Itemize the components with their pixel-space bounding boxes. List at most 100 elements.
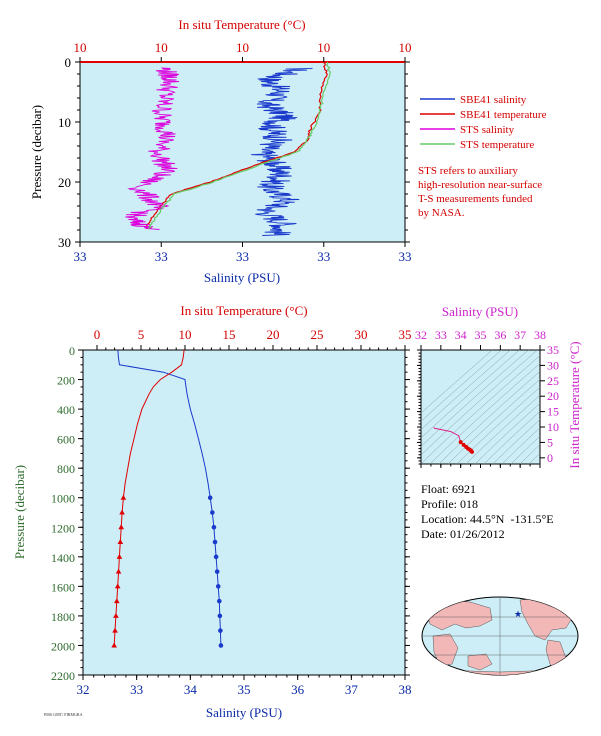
ts-point — [469, 449, 474, 454]
ts-xtick-label: 35 — [475, 328, 487, 342]
top-note: STS refers to auxiliary high-resolution n… — [418, 165, 542, 219]
top-xtick-bottom-label: 33 — [155, 249, 168, 264]
ts-xtick-label: 38 — [534, 328, 546, 342]
date-label: Date: — [421, 527, 447, 541]
ts-contour — [421, 350, 520, 439]
date-row: Date: 01/26/2012 — [421, 527, 554, 542]
ts-xtick-label: 36 — [494, 328, 506, 342]
ts-contour — [501, 427, 540, 464]
temperature-point — [114, 598, 120, 604]
salinity-point — [212, 539, 218, 545]
bottom-ytick-label: 1800 — [51, 610, 75, 624]
bottom-ytick-label: 400 — [57, 403, 75, 417]
float-value: 6921 — [452, 482, 477, 496]
ts-contour — [465, 394, 540, 464]
bottom-ytick-label: 2200 — [51, 669, 75, 683]
ts-ytick-label: 15 — [547, 405, 559, 419]
ts-ytick-label: 5 — [547, 435, 553, 449]
ts-xlabel: Salinity (PSU) — [442, 304, 518, 319]
ts-xtick-label: 32 — [415, 328, 427, 342]
ts-density-contours — [421, 350, 540, 464]
temperature-point — [117, 539, 124, 545]
ts-contour — [438, 370, 540, 464]
location-label: Location: — [421, 512, 467, 526]
ts-xtick-label: 33 — [435, 328, 447, 342]
bottom-xtick-bottom-label: 34 — [184, 682, 198, 697]
temperature-point — [119, 509, 125, 515]
ts-contour — [421, 350, 529, 447]
top-ytick-label: 10 — [58, 115, 71, 130]
bottom-ytick-label: 200 — [57, 374, 75, 388]
note-line: STS refers to auxiliary — [418, 165, 518, 177]
top-series-2 — [145, 61, 328, 229]
ts-contour — [429, 363, 540, 464]
ts-contour — [421, 350, 502, 422]
salinity-point — [213, 554, 219, 560]
top-ylabel: Pressure (decibar) — [29, 105, 44, 199]
top-xtick-top-label: 10 — [399, 40, 412, 55]
location-value: 44.5°N -131.5°E — [469, 512, 554, 526]
bottom-ytick-label: 0 — [69, 344, 75, 358]
temperature-point — [111, 642, 117, 648]
float-label: Float: — [421, 482, 450, 496]
legend-label: STS temperature — [460, 139, 534, 151]
top-series-1 — [251, 67, 313, 236]
bottom-ytick-label: 1400 — [51, 551, 75, 565]
bottom-xtick-top-label: 20 — [267, 327, 280, 342]
top-xlabel-top: In situ Temperature (°C) — [178, 17, 305, 32]
ts-ytick-label: 0 — [547, 451, 553, 465]
top-series-3 — [125, 67, 180, 230]
bottom-xtick-top-label: 0 — [94, 327, 101, 342]
salinity-point — [214, 569, 220, 574]
note-line: by NASA. — [418, 207, 465, 219]
bottom-ytick-label: 2000 — [51, 639, 75, 653]
temperature-point — [112, 627, 118, 633]
ts-xtick-label: 37 — [514, 328, 526, 342]
salinity-point — [217, 598, 222, 604]
top-ytick-label: 20 — [58, 175, 71, 190]
ts-contour — [510, 435, 540, 464]
ts-ytick-label: 30 — [547, 358, 559, 372]
footer-code: P006 GMT/ FIRMGRA — [44, 712, 83, 717]
ts-ytick-label: 25 — [547, 374, 559, 388]
ts-contour — [421, 350, 538, 456]
bottom-xtick-bottom-label: 35 — [238, 682, 251, 697]
float-location-marker: ★ — [514, 609, 522, 619]
bottom-xtick-bottom-label: 33 — [130, 682, 143, 697]
top-series-4 — [147, 61, 331, 230]
ts-series-group — [433, 427, 474, 454]
date-value: 01/26/2012 — [450, 527, 505, 541]
bottom-xtick-top-label: 35 — [399, 327, 412, 342]
bottom-ylabel: Pressure (decibar) — [12, 465, 27, 559]
salinity-point — [218, 643, 224, 648]
bottom-series-group — [111, 349, 224, 648]
ts-ytick-label: 10 — [547, 420, 559, 434]
temperature-point — [113, 612, 119, 618]
salinity-point — [215, 584, 221, 589]
bottom-ytick-label: 800 — [57, 462, 75, 476]
bottom-ytick-label: 1200 — [51, 521, 75, 535]
top-xtick-top-label: 10 — [236, 40, 249, 55]
profile-value: 018 — [460, 497, 478, 511]
ts-contour — [456, 386, 540, 464]
ts-contour — [447, 378, 540, 464]
ts-contour — [492, 419, 540, 464]
legend-label: SBE41 temperature — [460, 109, 547, 121]
profile-label: Profile: — [421, 497, 457, 511]
ts-contour — [474, 402, 540, 464]
ts-contour — [483, 410, 540, 464]
salinity-point — [217, 613, 223, 619]
ts-contour — [528, 452, 540, 464]
bottom-xtick-bottom-label: 37 — [345, 682, 359, 697]
top-xtick-bottom-label: 33 — [317, 249, 330, 264]
salinity-point — [207, 495, 213, 501]
salinity-profile-line — [117, 349, 222, 646]
top-xlabel-bottom: Salinity (PSU) — [204, 270, 280, 285]
bottom-ytick-label: 1000 — [51, 492, 75, 506]
bottom-plot-area — [82, 349, 406, 676]
salinity-point — [211, 524, 217, 530]
float-id-row: Float: 6921 — [421, 482, 554, 497]
bottom-ytick-label: 1600 — [51, 580, 75, 594]
